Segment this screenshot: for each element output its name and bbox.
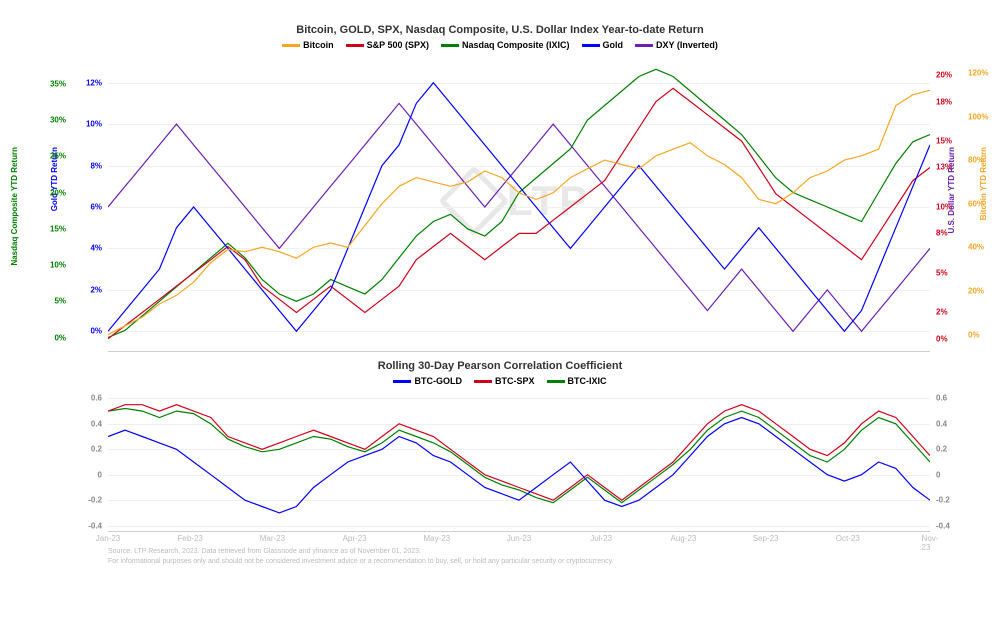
legend-swatch (282, 44, 300, 47)
series-line (108, 69, 930, 337)
y-tick: 8% (78, 161, 102, 170)
y-tick: 8% (936, 229, 948, 238)
footnote: Source: LTP Research, 2023. Data retriev… (108, 547, 614, 567)
main-chart-svg (108, 62, 930, 352)
x-tick: May-23 (423, 534, 450, 543)
y-tick: 0% (968, 330, 980, 339)
y-tick: 15% (42, 224, 66, 233)
y-tick: 15% (936, 137, 952, 146)
series-line (108, 90, 930, 334)
y-tick: 120% (968, 68, 988, 77)
legend-label: BTC-SPX (495, 376, 535, 386)
x-tick: Feb-23 (178, 534, 203, 543)
y-tick: 4% (78, 244, 102, 253)
x-tick: Sep-23 (753, 534, 779, 543)
y-tick: -0.4 (936, 521, 950, 530)
legend-item: S&P 500 (SPX) (346, 40, 429, 50)
y-tick: 0.4 (91, 419, 102, 428)
y-tick: 60% (968, 199, 984, 208)
y-tick: 6% (78, 203, 102, 212)
y-tick: 0% (42, 333, 66, 342)
y-tick: 10% (42, 261, 66, 270)
x-tick: Jun-23 (507, 534, 531, 543)
correlation-chart-area: -0.4-0.4-0.2-0.2000.20.20.40.40.60.6 (108, 392, 930, 532)
x-tick: Aug-23 (670, 534, 696, 543)
legend-item: BTC-IXIC (547, 376, 607, 386)
legend-swatch (547, 380, 565, 383)
y-tick: 2% (936, 308, 948, 317)
legend-label: DXY (Inverted) (656, 40, 718, 50)
y-tick: 5% (42, 297, 66, 306)
series-line (108, 88, 930, 338)
legend-label: BTC-GOLD (414, 376, 462, 386)
y-tick: 18% (936, 97, 952, 106)
y-tick: 2% (78, 285, 102, 294)
legend-item: Bitcoin (282, 40, 334, 50)
y-tick: 25% (42, 152, 66, 161)
chart-title: Bitcoin, GOLD, SPX, Nasdaq Composite, U.… (0, 0, 1000, 36)
y-axis-label: U.S. Dollar YTD Return (947, 147, 956, 234)
legend-swatch (474, 380, 492, 383)
legend-swatch (635, 44, 653, 47)
footnote-line2: For informational purposes only and shou… (108, 557, 614, 567)
y-tick: 10% (936, 203, 952, 212)
legend-label: Nasdaq Composite (IXIC) (462, 40, 570, 50)
y-tick: 5% (936, 268, 948, 277)
y-tick: 0 (936, 470, 940, 479)
y-tick: 20% (968, 286, 984, 295)
footnote-line1: Source: LTP Research, 2023. Data retriev… (108, 547, 614, 557)
series-line (108, 409, 930, 503)
legend-mid: BTC-GOLD BTC-SPX BTC-IXIC (0, 376, 1000, 386)
legend-top: Bitcoin S&P 500 (SPX) Nasdaq Composite (IX… (0, 40, 1000, 50)
y-tick: 0% (78, 327, 102, 336)
legend-item: Gold (582, 40, 624, 50)
legend-label: Bitcoin (303, 40, 334, 50)
x-tick: Nov-23 (922, 534, 939, 552)
x-tick: Jan-23 (96, 534, 120, 543)
y-axis-label: Nasdaq Composite YTD Return (10, 147, 19, 266)
legend-label: BTC-IXIC (568, 376, 607, 386)
y-tick: 20% (936, 71, 952, 80)
y-tick: 80% (968, 156, 984, 165)
y-tick: 0 (98, 470, 102, 479)
y-tick: 0.2 (936, 445, 947, 454)
correlation-chart-svg (108, 392, 930, 532)
y-tick: -0.4 (88, 521, 102, 530)
x-tick: Jul-23 (590, 534, 612, 543)
y-tick: 13% (936, 163, 952, 172)
legend-swatch (393, 380, 411, 383)
legend-swatch (582, 44, 600, 47)
x-tick: Mar-23 (260, 534, 285, 543)
y-tick: 0.2 (91, 445, 102, 454)
legend-swatch (441, 44, 459, 47)
legend-item: BTC-GOLD (393, 376, 462, 386)
y-tick: 20% (42, 188, 66, 197)
legend-item: BTC-SPX (474, 376, 535, 386)
y-tick: 12% (78, 78, 102, 87)
legend-label: Gold (603, 40, 624, 50)
y-tick: 0.4 (936, 419, 947, 428)
subtitle: Rolling 30-Day Pearson Correlation Coeff… (0, 360, 1000, 372)
y-tick: 0.6 (936, 394, 947, 403)
series-line (108, 83, 930, 332)
y-tick: 30% (42, 116, 66, 125)
legend-item: Nasdaq Composite (IXIC) (441, 40, 570, 50)
y-tick: 35% (42, 79, 66, 88)
y-tick: 0.6 (91, 394, 102, 403)
y-tick: -0.2 (936, 496, 950, 505)
series-line (108, 418, 930, 513)
y-tick: 10% (78, 120, 102, 129)
y-tick: 100% (968, 112, 988, 121)
legend-swatch (346, 44, 364, 47)
chart-container: Bitcoin, GOLD, SPX, Nasdaq Composite, U.… (0, 0, 1000, 625)
main-chart-area: LTP 0%2%4%6%8%10%12%0%5%10%15%20%25%30%3… (108, 62, 930, 352)
x-tick: Oct-23 (836, 534, 860, 543)
y-tick: -0.2 (88, 496, 102, 505)
y-tick: 0% (936, 334, 948, 343)
y-tick: 40% (968, 243, 984, 252)
x-tick: Apr-23 (343, 534, 367, 543)
legend-item: DXY (Inverted) (635, 40, 718, 50)
legend-label: S&P 500 (SPX) (367, 40, 429, 50)
